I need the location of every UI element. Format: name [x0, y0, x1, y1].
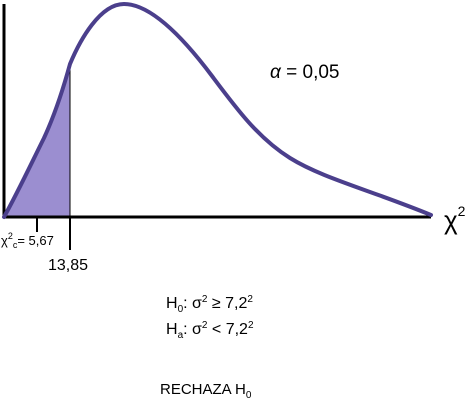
critical-subscript: c	[12, 240, 18, 250]
x-axis-label: χ2	[444, 204, 465, 235]
x-axis-symbol: χ	[444, 205, 458, 235]
alt-relation: < 7,2	[207, 321, 248, 338]
alpha-value: = 0,05	[280, 62, 340, 83]
decision-sub: 0	[245, 390, 252, 401]
rejection-region-shaded	[4, 64, 70, 217]
null-h: H	[166, 295, 178, 312]
alternative-hypothesis: Ha: σ2 < 7,22	[166, 320, 254, 341]
null-sub: 0	[177, 304, 184, 315]
critical-symbol: χ	[1, 233, 8, 248]
alt-sigma: : σ	[183, 321, 202, 338]
alt-h: H	[166, 321, 178, 338]
critical-value-text: = 5,67	[17, 233, 54, 248]
null-sup2: 2	[247, 294, 253, 305]
decision-text: RECHAZA H0	[160, 381, 251, 401]
critical-value-label: χ2c= 5,67	[1, 231, 54, 250]
density-curve	[2, 1, 433, 219]
null-sigma: : σ	[183, 295, 202, 312]
null-sup1: 2	[201, 294, 208, 305]
alpha-symbol: α	[270, 62, 281, 83]
alt-sup2: 2	[247, 320, 254, 331]
null-hypothesis: H0: σ2 ≥ 7,22	[166, 294, 253, 315]
alpha-label: α = 0,05	[270, 63, 339, 82]
alt-sub: a	[177, 330, 184, 341]
decision-main: RECHAZA H	[160, 381, 246, 398]
critical-superscript: 2	[7, 231, 13, 241]
x-axis-superscript: 2	[457, 203, 466, 219]
test-statistic-label: 13,85	[48, 257, 89, 274]
alt-sup1: 2	[201, 320, 208, 331]
null-relation: ≥ 7,2	[207, 295, 248, 312]
